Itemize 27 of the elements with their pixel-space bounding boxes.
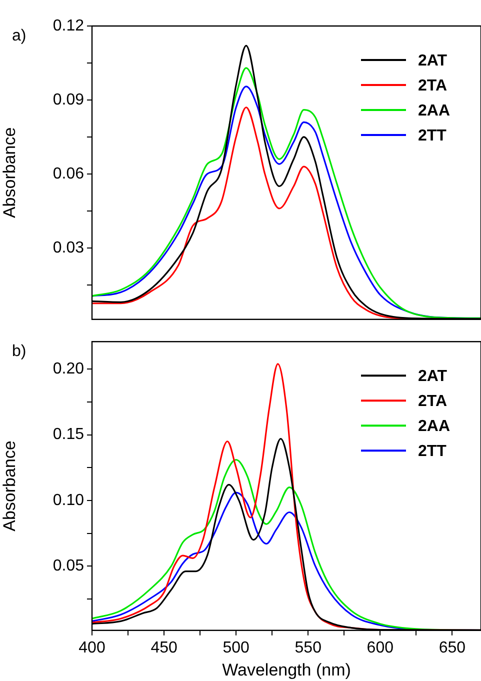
legend-label: 2AA [418, 418, 450, 436]
text: a) [12, 27, 26, 44]
legend-label: 2TT [418, 127, 447, 144]
legend-label: 2AA [418, 102, 450, 120]
y-tick-label: 0.15 [52, 426, 84, 444]
text: b) [12, 343, 26, 360]
x-tick-label: 500 [222, 639, 250, 656]
x-tick-label: 400 [78, 639, 106, 656]
x-tick-label: 450 [150, 639, 178, 656]
y-tick-label: 0.05 [52, 557, 84, 574]
y-axis-title: Absorbance [0, 440, 19, 532]
legend-label: 2TA [418, 393, 448, 410]
y-axis-title: Absorbance [0, 127, 19, 218]
x-tick-label: 600 [366, 639, 394, 656]
y-tick-label: 0.06 [52, 165, 84, 182]
x-axis-title: Wavelength (nm) [222, 660, 351, 680]
legend-label: 2AT [418, 368, 448, 386]
x-tick-label: 550 [294, 639, 322, 656]
legend-label: 2TA [418, 77, 448, 94]
x-tick-label: 650 [438, 639, 466, 656]
legend-label: 2TT [418, 443, 447, 460]
y-tick-label: 0.03 [52, 239, 84, 256]
y-tick-label: 0.12 [52, 17, 84, 34]
y-tick-label: 0.20 [52, 360, 84, 378]
y-tick-label: 0.10 [52, 492, 84, 509]
legend-label: 2AT [418, 52, 448, 70]
y-tick-label: 0.09 [52, 91, 84, 108]
